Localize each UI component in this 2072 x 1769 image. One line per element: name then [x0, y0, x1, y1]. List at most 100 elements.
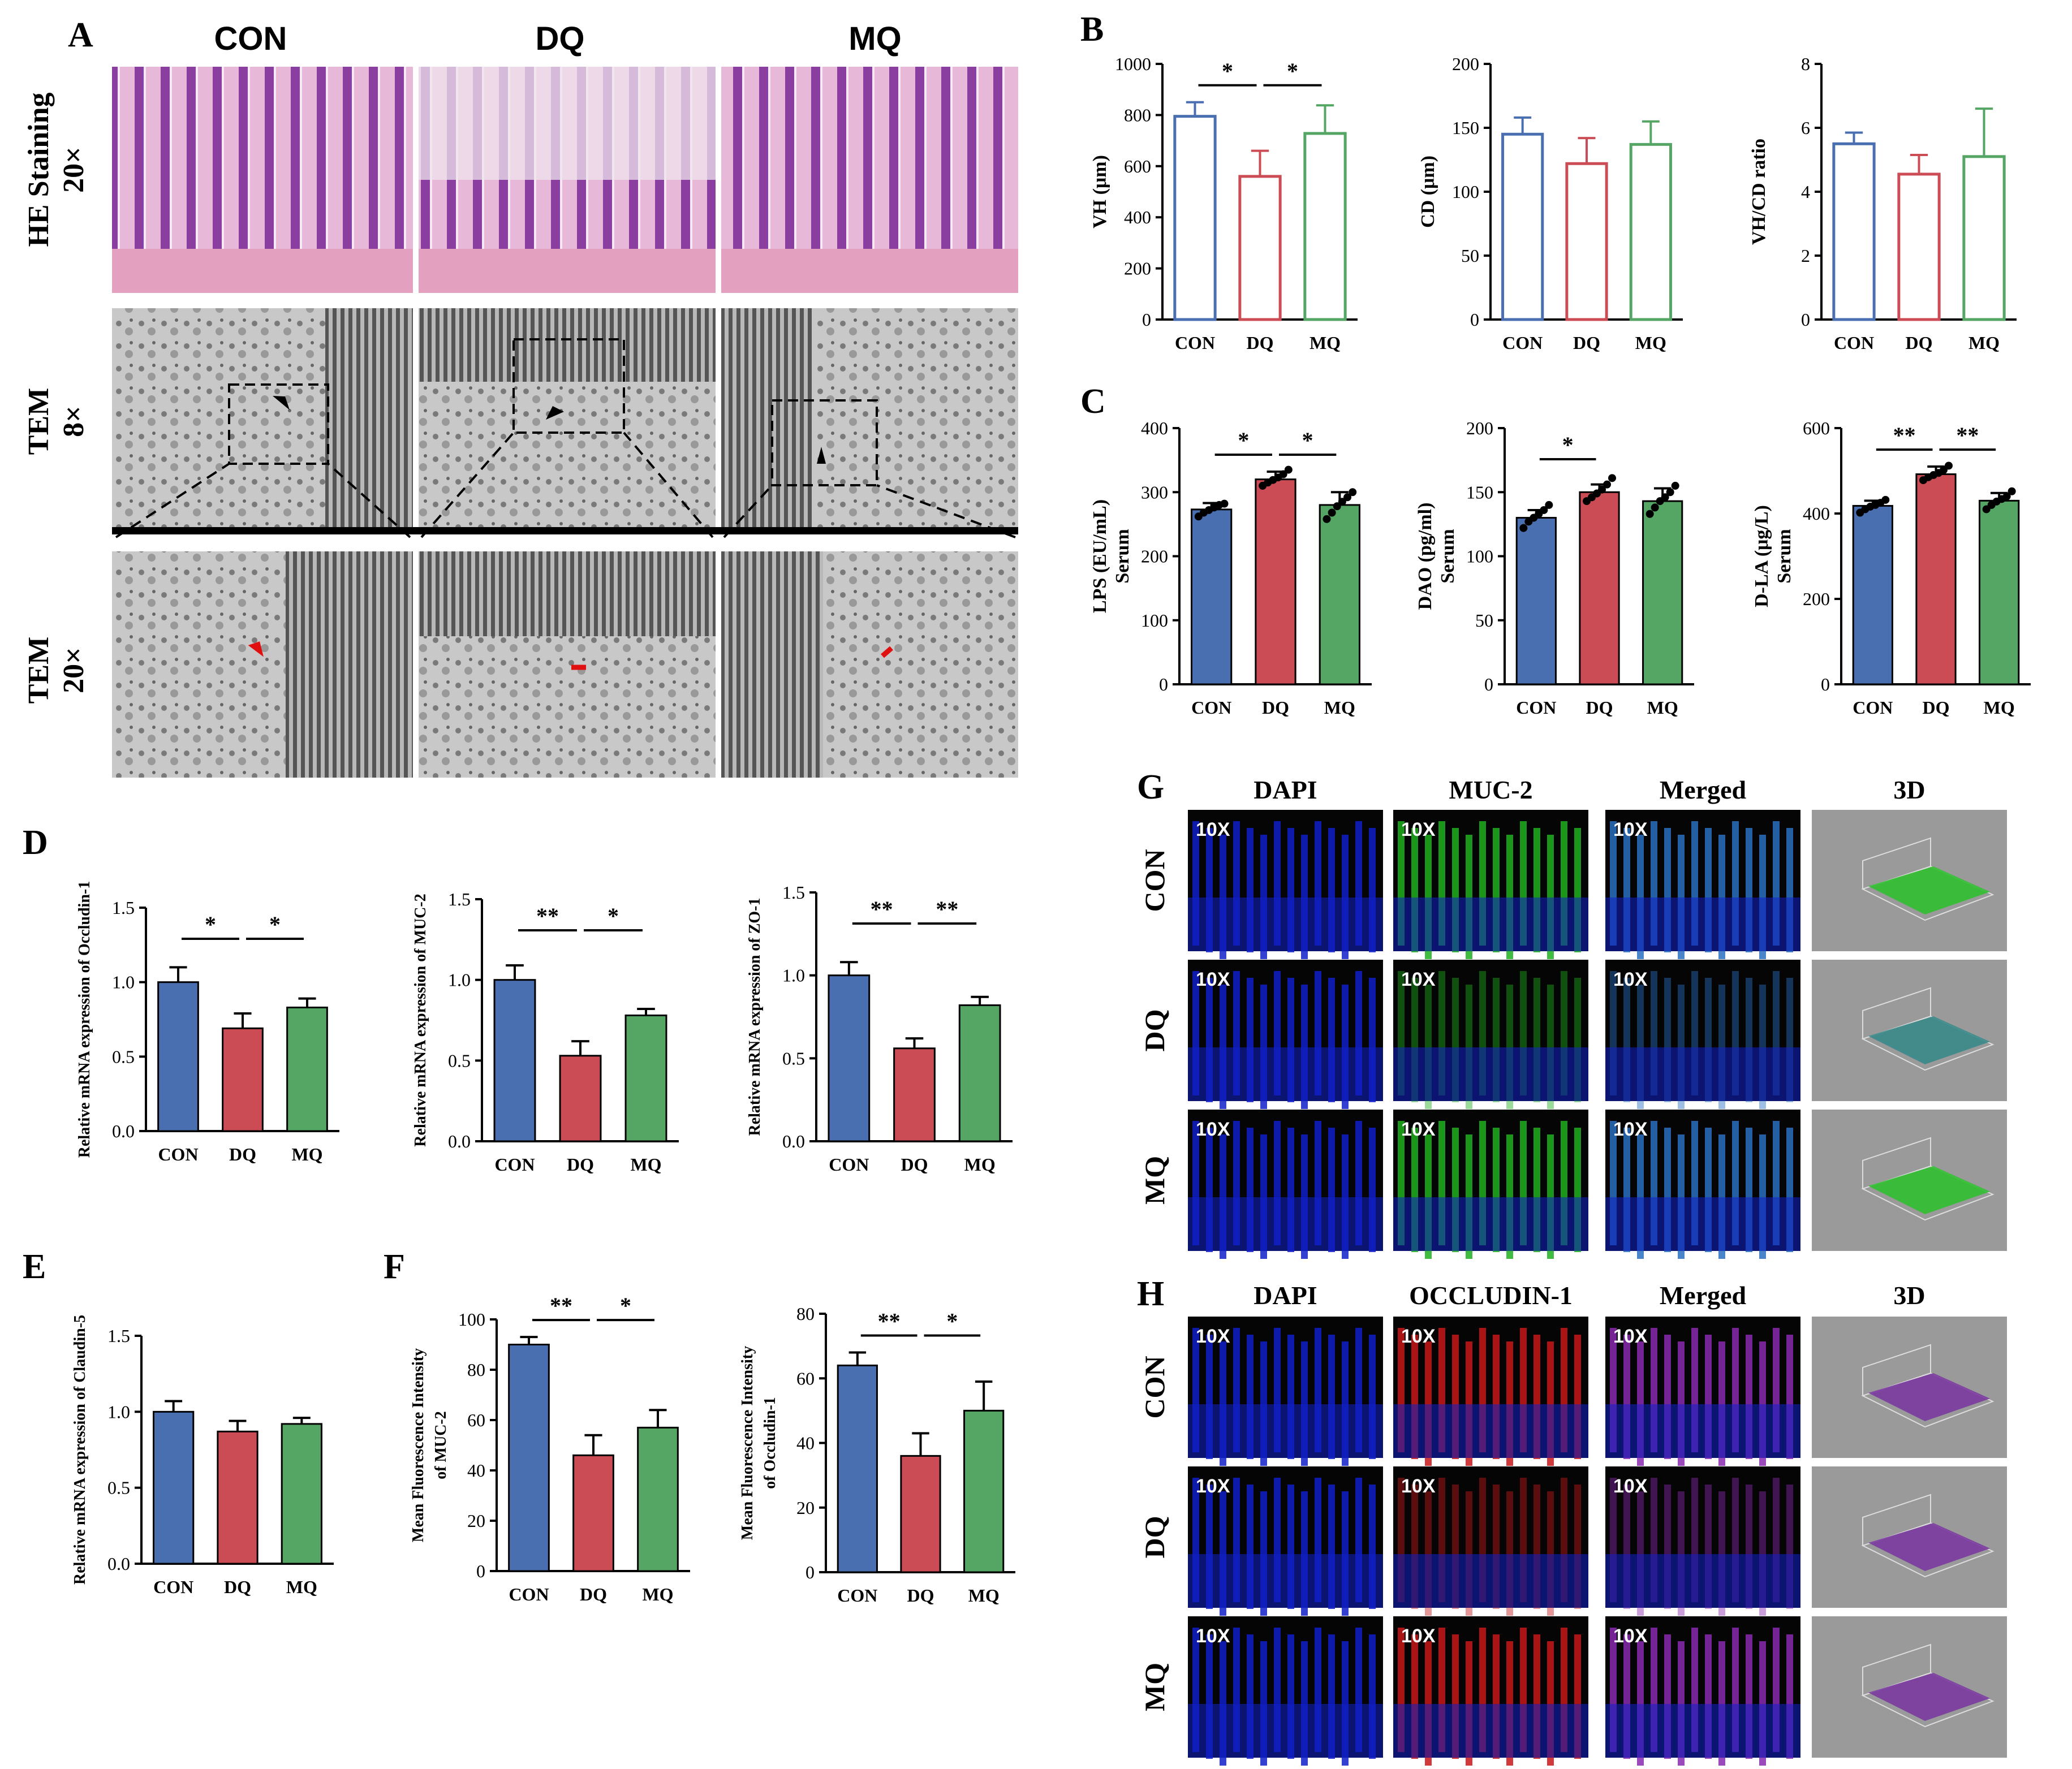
y-axis-title: Mean Fluorescence Intensity of MUC-2	[410, 1348, 450, 1542]
h-image-0-0: 10X	[1188, 1317, 1383, 1466]
panel-a-row3-line2: 20×	[58, 647, 90, 693]
significance-label: *	[1238, 428, 1249, 453]
data-point	[1661, 493, 1669, 502]
bar-dq	[1238, 175, 1282, 321]
bar-mq	[1303, 132, 1347, 321]
panel-a-row1-line1: HE Staining	[23, 92, 55, 247]
data-point	[1881, 495, 1890, 504]
significance-label: *	[1562, 432, 1574, 458]
panel-a-row2-line2: 8×	[58, 405, 90, 437]
bar-mq	[1979, 499, 2020, 685]
y-axis-title: Relative mRNA expression of MUC-2	[412, 894, 429, 1146]
data-point	[1338, 498, 1346, 506]
data-point	[1545, 501, 1553, 509]
g-image-1-1: 10X	[1393, 960, 1588, 1109]
y-axis-title: VH/CD ratio	[1748, 139, 1769, 245]
bar-mq	[286, 1006, 328, 1132]
x-tick-label: DQ	[1262, 697, 1289, 718]
panel-a-col-dq: DQ	[536, 20, 585, 57]
y-tick-label: 20	[796, 1498, 815, 1518]
x-tick-label: CON	[494, 1154, 535, 1175]
x-tick-label: DQ	[229, 1144, 256, 1164]
bar-con	[1832, 142, 1876, 321]
y-tick-label: 0	[1159, 674, 1168, 694]
bar-dq	[1255, 478, 1296, 685]
y-tick-label: 1.5	[112, 898, 135, 918]
bar-dq	[1579, 491, 1620, 685]
y-tick-label: 100	[1452, 182, 1479, 202]
x-tick-label: DQ	[901, 1154, 928, 1175]
panel-a-row1-line2: 20×	[58, 146, 90, 193]
y-tick-label: 0	[476, 1561, 485, 1581]
y-tick-label: 2	[1801, 245, 1810, 266]
panel-letter-b: B	[1080, 10, 1104, 49]
significance-label: *	[269, 912, 281, 937]
fluorescence-panels: DAPI MUC-2 Merged 3D CON 10X 10X 10X DQ 10X 10X 10X…	[1139, 775, 2007, 1766]
bar-mq	[958, 1004, 1001, 1142]
chart-b3: 0 2 4 6 8 CON DQ MQ VH/CD ratio	[1748, 54, 2017, 353]
magnification-label: 10X	[1196, 1119, 1230, 1140]
bar-mq	[1629, 143, 1672, 321]
y-tick-label: 4	[1801, 182, 1810, 202]
bar-con	[153, 1410, 195, 1565]
y-axis-label: Mean Fluorescence Intensity	[410, 1348, 427, 1542]
y-axis-title: Mean Fluorescence Intensity of Occludin-1	[739, 1346, 779, 1540]
x-tick-label: MQ	[964, 1154, 996, 1175]
g-col-3: 3D	[1893, 775, 1925, 804]
g-image-0-0: 10X	[1188, 810, 1383, 959]
panel-letter-a: A	[68, 16, 93, 54]
significance-label: **	[936, 896, 958, 922]
magnification-label: 10X	[1401, 1475, 1436, 1497]
x-tick-label: CON	[1834, 333, 1874, 353]
h-row-label: CON	[1139, 1356, 1170, 1418]
y-axis-label-2: of Occludin-1	[761, 1397, 779, 1489]
y-axis-title: CD (μm)	[1418, 156, 1438, 228]
data-point	[1645, 510, 1654, 518]
x-tick-label: CON	[153, 1577, 193, 1597]
y-tick-label: 600	[1124, 156, 1151, 176]
significance-label: *	[620, 1293, 631, 1318]
magnification-label: 10X	[1401, 1119, 1436, 1140]
magnification-label: 10X	[1196, 1625, 1230, 1647]
y-tick-label: 150	[1466, 482, 1493, 502]
g-image-2-0: 10X	[1188, 1110, 1383, 1259]
chart-b2: 0 50 100 150 200 CON DQ MQ CD (μm)	[1418, 54, 1683, 353]
g-image-1-0: 10X	[1188, 960, 1383, 1109]
y-tick-label: 100	[1141, 610, 1168, 631]
x-tick-label: MQ	[1984, 697, 2015, 718]
y-axis-title: Relative mRNA expression of Claudin-5	[71, 1315, 89, 1585]
data-point	[1323, 515, 1331, 523]
data-point	[1603, 480, 1612, 489]
x-tick-label: CON	[829, 1154, 869, 1175]
bar-mq	[963, 1409, 1005, 1573]
x-tick-label: CON	[837, 1585, 877, 1606]
y-axis-label-2: Serum	[1112, 529, 1133, 583]
data-point	[2008, 487, 2016, 495]
y-axis-label-2: of MUC-2	[432, 1411, 450, 1479]
chart-c2: 0 50 100 150 200 CON DQ MQ * DAO (pg/ml) Serum	[1415, 418, 1694, 718]
g-row-label: CON	[1139, 849, 1170, 912]
magnification-label: 10X	[1196, 1326, 1230, 1347]
y-tick-label: 6	[1801, 118, 1810, 138]
significance-label: *	[205, 912, 216, 937]
bar-con	[157, 981, 199, 1132]
y-tick-label: 80	[796, 1304, 815, 1324]
x-tick-label: MQ	[1309, 333, 1341, 353]
bar-mq	[1319, 504, 1360, 685]
h-image-1-0: 10X	[1188, 1466, 1383, 1616]
data-point	[2002, 492, 2011, 501]
data-point	[1651, 503, 1659, 512]
y-axis-label: Mean Fluorescence Intensity	[739, 1346, 756, 1540]
data-point	[1519, 524, 1528, 532]
y-axis-label: Relative mRNA expression of MUC-2	[412, 894, 429, 1146]
h-col-3: 3D	[1893, 1281, 1925, 1310]
y-axis-label: VH/CD ratio	[1748, 139, 1769, 245]
panel-letter-h: H	[1137, 1275, 1164, 1313]
x-tick-label: CON	[1502, 333, 1543, 353]
data-point	[1343, 493, 1352, 502]
magnification-label: 10X	[1613, 969, 1648, 990]
h-3d-2	[1812, 1616, 2007, 1758]
